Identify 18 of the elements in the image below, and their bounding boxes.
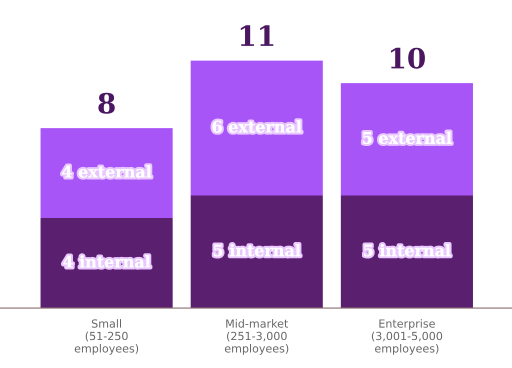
data-label: 5 internal [364, 244, 451, 256]
data-label: 5 internal [214, 244, 301, 256]
bar [340, 83, 473, 196]
bar [40, 128, 173, 218]
total-label: 11 [240, 25, 274, 46]
data-label: 6 external [212, 120, 302, 133]
total-label: 8 [98, 92, 115, 114]
total-label: 10 [390, 48, 425, 69]
bar [40, 218, 173, 308]
bar [190, 60, 323, 196]
bar [190, 196, 323, 308]
data-label: 4 internal [63, 255, 150, 268]
x-tick-label: Enterprise (3,001-5,000 employees) [372, 319, 442, 355]
data-label: 4 external [62, 165, 152, 178]
x-tick-label: Mid-market (251-3,000 employees) [224, 319, 288, 355]
x-tick-label: Small (51-250 employees) [74, 319, 138, 355]
data-label: 5 external [363, 132, 452, 144]
bar [340, 196, 473, 308]
